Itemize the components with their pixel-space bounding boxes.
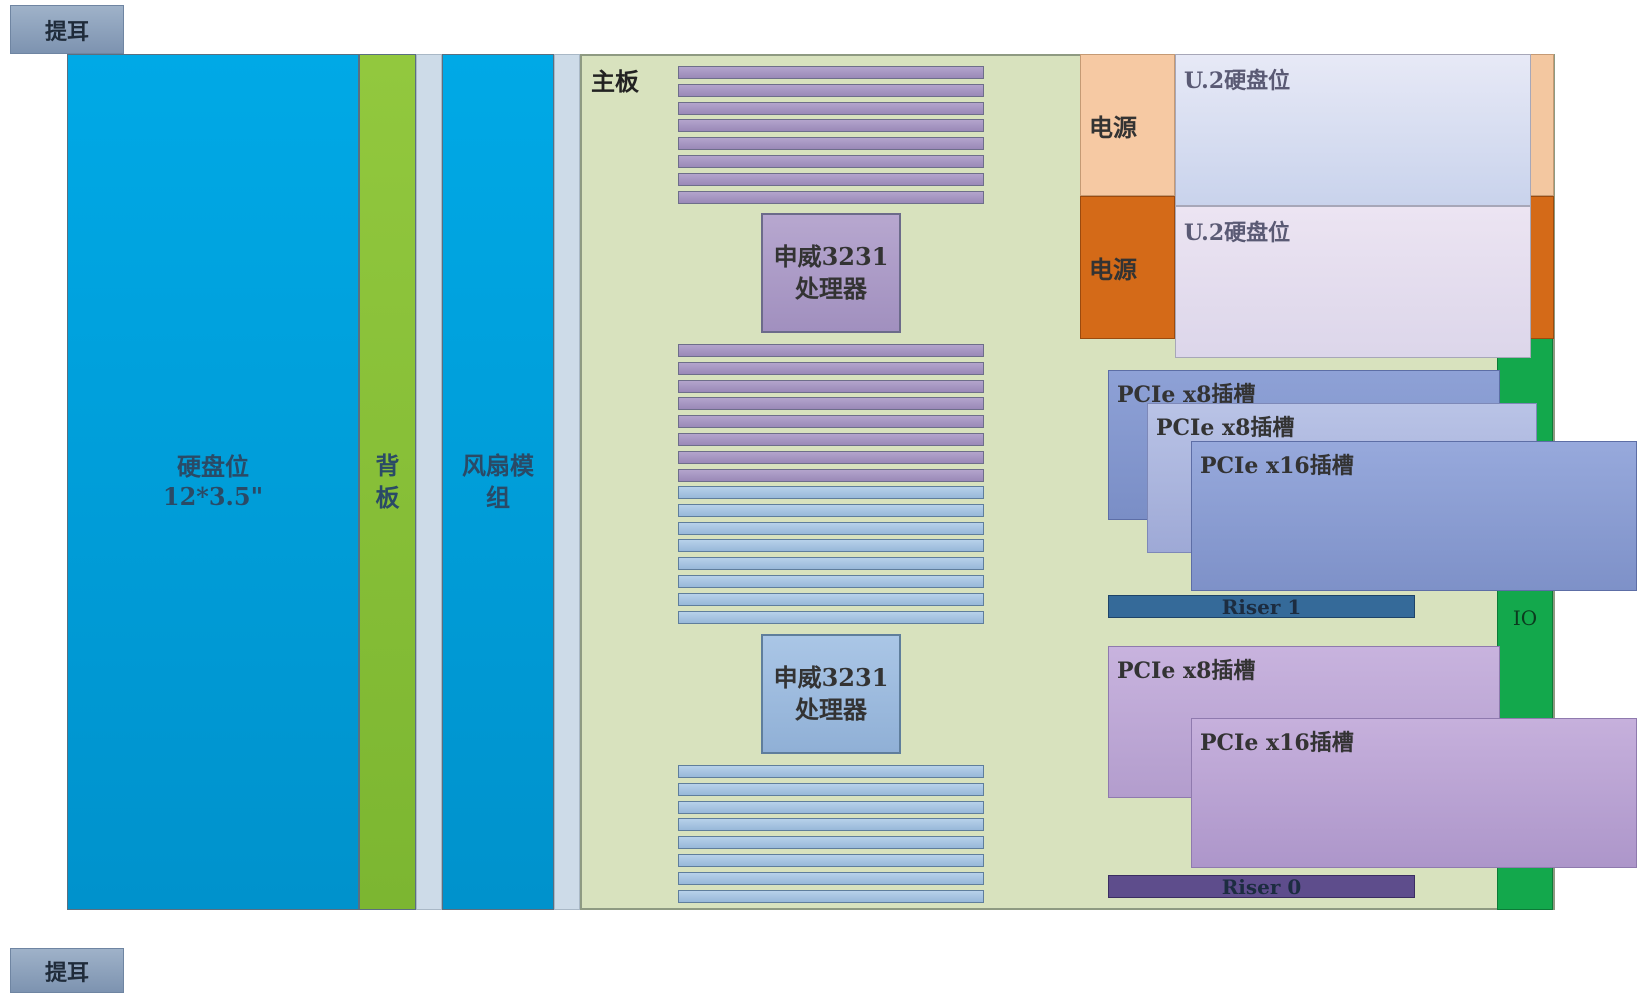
mainboard-title: 主板: [591, 67, 639, 96]
dimm-cpu1-upper-slot-5: [678, 137, 984, 150]
cpu-0-model: 申威3231: [773, 663, 889, 692]
cpu-0-type: 处理器: [795, 695, 867, 724]
io-label: IO: [1512, 606, 1538, 630]
backplane: 背 板: [359, 54, 416, 910]
ear-bottom: 提耳: [10, 948, 124, 993]
dimm-cpu0-lower-slot-1: [678, 765, 984, 778]
dimm-cpu0-lower-slot-2: [678, 783, 984, 796]
dimm-cpu0-upper-slot-5: [678, 557, 984, 570]
backplane-label-2: 板: [375, 483, 400, 512]
dimm-cpu1-lower-slot-2: [678, 362, 984, 375]
fan-module: 风扇模 组: [442, 54, 554, 910]
power-supply-1: 电源: [1080, 54, 1175, 196]
dimm-cpu0-upper-slot-8: [678, 611, 984, 624]
riser-1: Riser 1: [1108, 595, 1415, 619]
gap-left: [416, 54, 442, 910]
dimm-cpu0-lower-slot-6: [678, 854, 984, 867]
hdd-bay-spec: 12*3.5": [162, 482, 264, 511]
cpu-1-type: 处理器: [795, 274, 867, 303]
dimm-cpu0-upper-slot-4: [678, 539, 984, 552]
dimm-cpu1-upper-slot-8: [678, 191, 984, 204]
dimm-cpu0-lower-slot-7: [678, 872, 984, 885]
dimm-cpu1-upper-slot-6: [678, 155, 984, 168]
dimm-cpu0-upper-slot-1: [678, 486, 984, 499]
power-supply-2: 电源: [1080, 196, 1175, 339]
fan-module-label-1: 风扇模: [462, 451, 534, 480]
riser0-pcie-x16-slot: PCIe x16插槽: [1191, 718, 1637, 868]
riser1-pcie-x16-slot: PCIe x16插槽: [1191, 441, 1637, 591]
dimm-cpu1-upper-slot-4: [678, 119, 984, 132]
cpu-1: 申威3231 处理器: [761, 213, 901, 333]
dimm-cpu1-lower-slot-8: [678, 469, 984, 482]
dimm-cpu1-upper-slot-1: [678, 66, 984, 79]
dimm-cpu0-upper-slot-6: [678, 575, 984, 588]
dimm-cpu0-lower-slot-8: [678, 890, 984, 903]
dimm-cpu1-lower-slot-7: [678, 451, 984, 464]
dimm-cpu0-upper-slot-3: [678, 522, 984, 535]
u2-bay-2: U.2硬盘位: [1175, 206, 1531, 358]
dimm-cpu0-lower-slot-5: [678, 836, 984, 849]
ear-top: 提耳: [10, 5, 124, 54]
u2-bay-1: U.2硬盘位: [1175, 54, 1531, 206]
hdd-bay-label: 硬盘位: [177, 452, 249, 481]
dimm-cpu0-lower-slot-3: [678, 801, 984, 814]
dimm-cpu1-lower-slot-4: [678, 397, 984, 410]
dimm-cpu0-lower-slot-4: [678, 818, 984, 831]
backplane-label-1: 背: [375, 451, 400, 480]
dimm-cpu1-upper-slot-2: [678, 84, 984, 97]
dimm-cpu1-lower-slot-3: [678, 380, 984, 393]
dimm-cpu1-upper-slot-3: [678, 102, 984, 115]
gap-right: [554, 54, 580, 910]
cpu-1-model: 申威3231: [773, 242, 889, 271]
dimm-cpu1-lower-slot-5: [678, 415, 984, 428]
cpu-0: 申威3231 处理器: [761, 634, 901, 754]
dimm-cpu1-upper-slot-7: [678, 173, 984, 186]
hdd-bay: 硬盘位 12*3.5": [67, 54, 359, 910]
fan-module-label-2: 组: [486, 483, 510, 512]
dimm-cpu1-lower-slot-1: [678, 344, 984, 357]
dimm-cpu1-lower-slot-6: [678, 433, 984, 446]
riser-0: Riser 0: [1108, 875, 1415, 899]
dimm-cpu0-upper-slot-7: [678, 593, 984, 606]
dimm-cpu0-upper-slot-2: [678, 504, 984, 517]
power-supply-1-edge: [1530, 54, 1554, 196]
power-supply-2-edge: [1530, 196, 1554, 339]
